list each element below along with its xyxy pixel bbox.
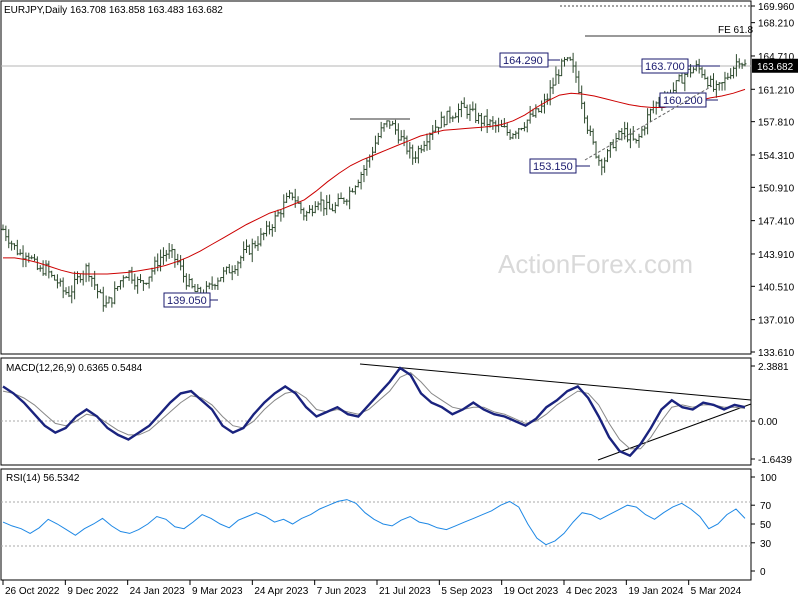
- macd-upper-trendline: [359, 363, 752, 401]
- price-tick-label: 154.310: [758, 151, 795, 162]
- watermark: ActionForex.com: [498, 249, 693, 279]
- price-tick-label: 140.510: [758, 282, 795, 293]
- channel-dashed-line: [584, 85, 713, 161]
- date-tick-label: 21 Jul 2023: [379, 586, 431, 597]
- rsi-tick-label: 0: [760, 567, 766, 578]
- annotation-label: 160.200: [663, 95, 703, 107]
- sma-line: [3, 88, 746, 275]
- rsi-tick-label: 30: [760, 539, 772, 550]
- date-tick-label: 7 Jun 2023: [317, 586, 367, 597]
- fe-label: FE 61.8: [718, 25, 753, 36]
- date-tick-label: 19 Jan 2024: [628, 586, 683, 597]
- current-price-tag: [752, 58, 798, 73]
- macd-label: MACD(12,26,9) 0.6365 0.5484: [6, 363, 143, 374]
- price-panel-frame: [0, 0, 752, 355]
- macd-line: [2, 366, 746, 458]
- macd-lower-trendline: [597, 403, 752, 461]
- price-tick-label: 137.010: [758, 316, 795, 327]
- date-tick-label: 24 Apr 2023: [254, 586, 308, 597]
- macd-axis: 2.3881 0.00 -1.6439: [751, 362, 792, 466]
- rsi-panel-frame: [0, 468, 752, 581]
- date-tick-label: 5 Sep 2023: [441, 586, 493, 597]
- macd-tick-label: 2.3881: [758, 362, 789, 373]
- symbol-info: EURJPY,Daily 163.708 163.858 163.483 163…: [4, 5, 223, 16]
- price-tick-label: 143.910: [758, 250, 795, 261]
- date-axis: 26 Oct 2022 9 Dec 2022 24 Jan 2023 9 Mar 20…: [2, 580, 742, 597]
- date-tick-label: 24 Jan 2023: [130, 586, 185, 597]
- price-tick-label: 150.910: [758, 183, 795, 194]
- price-tick-label: 157.810: [758, 118, 795, 129]
- annotation-label: 153.150: [533, 161, 573, 173]
- rsi-line: [2, 499, 746, 546]
- macd-tick-label: -1.6439: [758, 455, 792, 466]
- macd-tick-label: 0.00: [758, 417, 778, 428]
- rsi-tick-label: 50: [760, 520, 772, 531]
- price-tick-label: 169.960: [758, 2, 795, 13]
- rsi-tick-label: 70: [760, 501, 772, 512]
- date-tick-label: 4 Dec 2023: [566, 586, 618, 597]
- price-tick-label: 164.710: [758, 52, 795, 63]
- rsi-axis: 100 70 50 30 0: [751, 473, 777, 578]
- current-price-label: 163.682: [757, 62, 794, 73]
- annotation-label: 164.290: [503, 55, 543, 67]
- date-tick-label: 9 Dec 2022: [67, 586, 119, 597]
- price-axis: 169.960 168.210 164.710 161.210 157.810 154.3…: [751, 2, 798, 359]
- rsi-tick-label: 100: [760, 473, 777, 484]
- date-tick-label: 26 Oct 2022: [5, 586, 60, 597]
- date-tick-label: 5 Mar 2024: [691, 586, 742, 597]
- annotations-group: 164.290 163.700 160.200 153.150 139.050 FE 61…: [163, 25, 753, 308]
- annotation-label: 163.700: [645, 61, 685, 73]
- price-tick-label: 147.410: [758, 217, 795, 228]
- macd-panel-frame: [0, 357, 752, 466]
- date-tick-label: 9 Mar 2023: [192, 586, 243, 597]
- date-tick-label: 19 Oct 2023: [504, 586, 559, 597]
- macd-signal-line: [2, 372, 746, 450]
- rsi-label: RSI(14) 56.5342: [6, 473, 80, 484]
- annotation-label: 139.050: [167, 295, 207, 307]
- price-tick-label: 133.610: [758, 348, 795, 359]
- price-bars-group: [1, 52, 747, 312]
- price-tick-label: 161.210: [758, 85, 795, 96]
- price-tick-label: 168.210: [758, 19, 795, 30]
